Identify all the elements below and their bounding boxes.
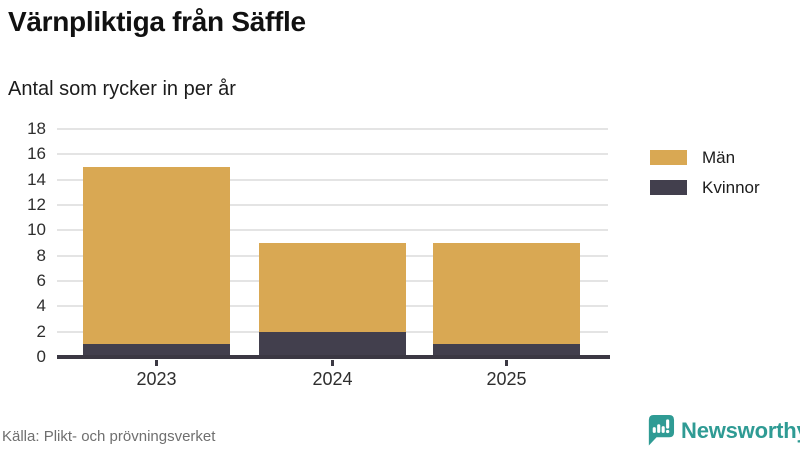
y-tick-label-18: 18 bbox=[27, 119, 46, 138]
y-tick-label-2: 2 bbox=[36, 321, 46, 341]
x-tick-label-2025: 2025 bbox=[486, 369, 527, 389]
y-tick-label-4: 4 bbox=[36, 296, 46, 316]
chart-subtitle: Antal som rycker in per år bbox=[8, 78, 236, 100]
y-tick-label-10: 10 bbox=[27, 220, 46, 240]
legend-swatch-kvinnor bbox=[650, 180, 687, 195]
chart-title: Värnpliktiga från Säffle bbox=[8, 6, 306, 37]
x-tick-2023 bbox=[155, 360, 158, 366]
y-tick-label-0: 0 bbox=[36, 347, 46, 366]
bar-segment-kvinnor-2025 bbox=[433, 344, 580, 357]
gridline-10 bbox=[57, 229, 608, 232]
y-tick-label-6: 6 bbox=[36, 271, 46, 291]
bar-segment-män-2025 bbox=[433, 243, 580, 345]
newsworthy-brand-link[interactable]: Newsworthy bbox=[644, 414, 800, 447]
bar-segment-män-2024 bbox=[259, 243, 406, 332]
legend-label-kvinnor: Kvinnor bbox=[702, 178, 760, 197]
gridline-16 bbox=[57, 153, 608, 156]
y-tick-label-12: 12 bbox=[27, 195, 46, 215]
legend-label-män: Män bbox=[702, 148, 736, 167]
y-tick-label-8: 8 bbox=[36, 245, 46, 265]
x-tick-label-2023: 2023 bbox=[136, 369, 177, 389]
legend-item-kvinnor: Kvinnor bbox=[650, 179, 760, 196]
source-note: Källa: Plikt- och prövningsverket bbox=[2, 428, 216, 445]
bar-stack-2024 bbox=[259, 129, 406, 357]
bar-segment-kvinnor-2024 bbox=[259, 331, 406, 357]
bar-segment-män-2023 bbox=[83, 167, 230, 345]
gridline-14 bbox=[57, 178, 608, 181]
bar-stack-2025 bbox=[433, 129, 580, 357]
x-axis-line bbox=[57, 355, 610, 359]
brand-name: Newsworthy bbox=[681, 417, 800, 443]
legend-item-män: Män bbox=[650, 149, 760, 166]
x-tick-2025 bbox=[505, 360, 508, 366]
newsworthy-logo-icon bbox=[648, 415, 675, 446]
bar-stack-2023 bbox=[83, 129, 230, 357]
gridline-18 bbox=[57, 128, 608, 130]
x-tick-2024 bbox=[331, 360, 334, 366]
legend: Män Kvinnor bbox=[650, 149, 760, 209]
gridline-12 bbox=[57, 204, 608, 207]
x-tick-label-2024: 2024 bbox=[312, 369, 353, 389]
bar-segment-kvinnor-2023 bbox=[83, 344, 230, 357]
y-tick-label-16: 16 bbox=[27, 144, 46, 164]
legend-swatch-män bbox=[650, 150, 687, 165]
y-tick-label-14: 14 bbox=[27, 169, 46, 189]
plot-area: 0 2 4 6 8 10 12 14 16 18 2023 2024 2025 bbox=[27, 120, 610, 389]
